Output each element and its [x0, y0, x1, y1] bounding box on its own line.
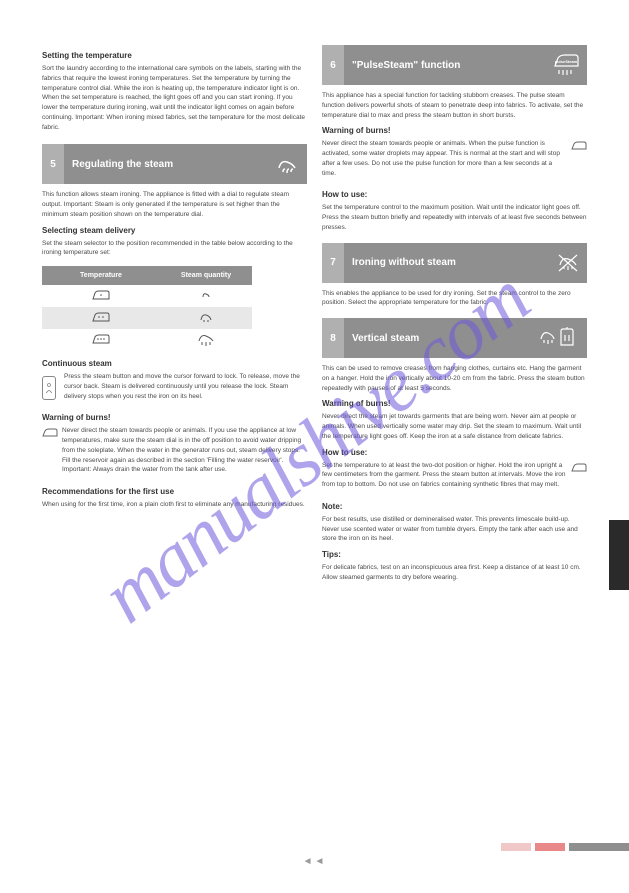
footer-bar [569, 843, 629, 851]
steam-large-icon [197, 331, 215, 347]
warning-text: Never direct the steam towards people or… [62, 426, 307, 475]
intro-heading: Setting the temperature [42, 51, 307, 60]
iron-inline-icon [42, 428, 58, 438]
section-5-number: 5 [42, 144, 64, 184]
continuous-text: Press the steam button and move the curs… [64, 372, 307, 401]
first-use-text: When using for the first time, iron a pl… [42, 500, 307, 510]
vertical-steps-text: Set the temperature to at least the two-… [322, 461, 567, 490]
no-steam-icon [555, 251, 581, 275]
section-8-number: 8 [322, 318, 344, 358]
section-8-title: Vertical steam [344, 318, 587, 358]
left-column: Setting the temperature Sort the laundry… [42, 45, 307, 516]
page-arrow-marker: ◄◄ [303, 856, 327, 867]
iron-one-dot-icon [91, 289, 111, 301]
section-8-header: 8 Vertical steam [322, 318, 587, 358]
pulse-warning-heading: Warning of burns! [322, 126, 587, 135]
side-tab [609, 520, 629, 590]
table-row [42, 329, 252, 351]
footer-bar [535, 843, 565, 851]
footer-bars [501, 843, 629, 851]
vertical-warning-text: Never direct the steam jet towards garme… [322, 412, 587, 441]
section-6-title: "PulseSteam" function pulseSteam [344, 45, 587, 85]
steam-lock-button-icon [42, 376, 56, 400]
iron-inline-icon [571, 463, 587, 473]
svg-text:pulseSteam: pulseSteam [555, 59, 578, 64]
section-7-title-text: Ironing without steam [352, 257, 456, 268]
section-8-title-text: Vertical steam [352, 333, 419, 344]
pulse-steps-heading: How to use: [322, 190, 587, 199]
right-column: 6 "PulseSteam" function pulseSteam This … [322, 45, 587, 589]
steam-small-icon [199, 289, 213, 301]
steam-intro-text: This function allows steam ironing. The … [42, 190, 307, 219]
table-row [42, 285, 252, 307]
continuous-heading: Continuous steam [42, 359, 307, 368]
vertical-warning-heading: Warning of burns! [322, 399, 587, 408]
iron-three-dot-icon [91, 333, 111, 345]
table-header-steam: Steam quantity [160, 266, 252, 285]
table-header-row: Temperature Steam quantity [42, 266, 252, 285]
pulse-steps-text: Set the temperature control to the maxim… [322, 203, 587, 232]
note-text: For best results, use distilled or demin… [322, 515, 587, 544]
tips-heading: Tips: [322, 550, 587, 559]
section-7-header: 7 Ironing without steam [322, 243, 587, 283]
steam-header-icon [273, 152, 301, 176]
section-6-header: 6 "PulseSteam" function pulseSteam [322, 45, 587, 85]
iron-inline-icon [571, 141, 587, 151]
section-6-number: 6 [322, 45, 344, 85]
section-6-title-text: "PulseSteam" function [352, 60, 460, 71]
vertical-text: This can be used to remove creases from … [322, 364, 587, 393]
first-use-heading: Recommendations for the first use [42, 487, 307, 496]
section-5-title: Regulating the steam [64, 144, 307, 184]
section-7-number: 7 [322, 243, 344, 283]
steam-heading: Selecting steam delivery [42, 226, 307, 235]
iron-two-dot-icon [91, 311, 111, 323]
footer-bar [501, 843, 531, 851]
note-heading: Note: [322, 502, 587, 511]
vertical-steam-icon [537, 325, 581, 351]
table-row [42, 307, 252, 329]
section-5-header: 5 Regulating the steam [42, 144, 307, 184]
pulse-warning-text: Never direct the steam towards people or… [322, 139, 567, 178]
intro-text: Sort the laundry according to the intern… [42, 64, 307, 132]
pulse-text: This appliance has a special function fo… [322, 91, 587, 120]
warning-heading: Warning of burns! [42, 413, 307, 422]
tips-text: For delicate fabrics, test on an inconsp… [322, 563, 587, 583]
steam-medium-icon [198, 310, 214, 324]
table-header-temp: Temperature [42, 266, 160, 285]
pulse-steam-icon: pulseSteam [551, 52, 581, 78]
dry-text: This enables the appliance to be used fo… [322, 289, 587, 309]
vertical-steps-heading: How to use: [322, 448, 587, 457]
section-5-title-text: Regulating the steam [72, 159, 173, 170]
steam-table: Temperature Steam quantity [42, 266, 252, 351]
section-7-title: Ironing without steam [344, 243, 587, 283]
steam-text: Set the steam selector to the position r… [42, 239, 307, 259]
